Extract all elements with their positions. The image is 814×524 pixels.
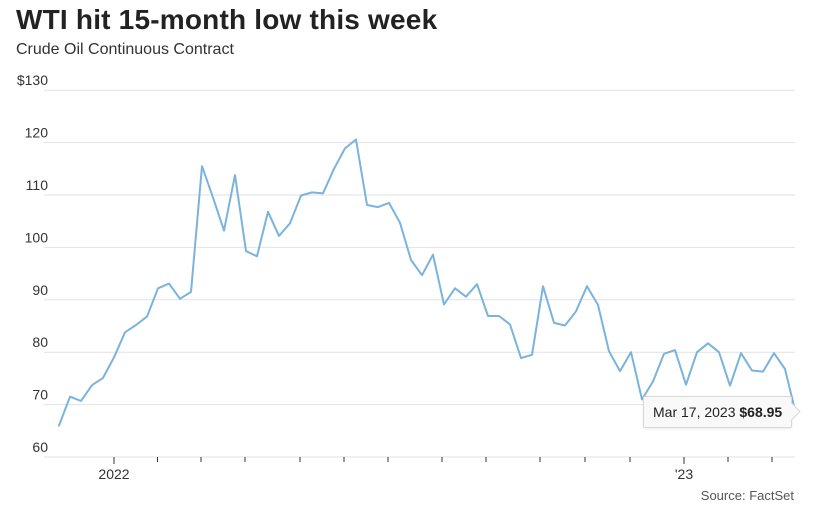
x-tick-label: 2022 bbox=[98, 466, 129, 482]
x-tick-label: '23 bbox=[675, 466, 693, 482]
y-tick-label: $130 bbox=[17, 72, 48, 88]
y-axis-labels: $130 120 110 100 90 80 70 60 bbox=[17, 72, 48, 455]
y-tick-label: 120 bbox=[25, 125, 49, 141]
source-note: Source: FactSet bbox=[700, 488, 794, 503]
x-axis: 2022 '23 bbox=[98, 457, 773, 482]
chart-title: WTI hit 15-month low this week bbox=[16, 4, 438, 35]
y-tick-label: 110 bbox=[26, 177, 49, 193]
tooltip-date: Mar 17, 2023 bbox=[653, 404, 736, 420]
tooltip-value: $68.95 bbox=[739, 404, 783, 420]
chart-subtitle: Crude Oil Continuous Contract bbox=[16, 41, 234, 58]
y-tick-label: 100 bbox=[25, 229, 49, 245]
y-tick-label: 70 bbox=[32, 387, 48, 403]
hover-tooltip: Mar 17, 2023 $68.95 bbox=[643, 396, 801, 428]
price-line[interactable] bbox=[58, 138, 796, 427]
y-tick-label: 60 bbox=[32, 439, 48, 455]
gridlines bbox=[44, 89, 795, 458]
y-tick-label: 80 bbox=[32, 334, 48, 350]
y-tick-label: 90 bbox=[32, 282, 48, 298]
